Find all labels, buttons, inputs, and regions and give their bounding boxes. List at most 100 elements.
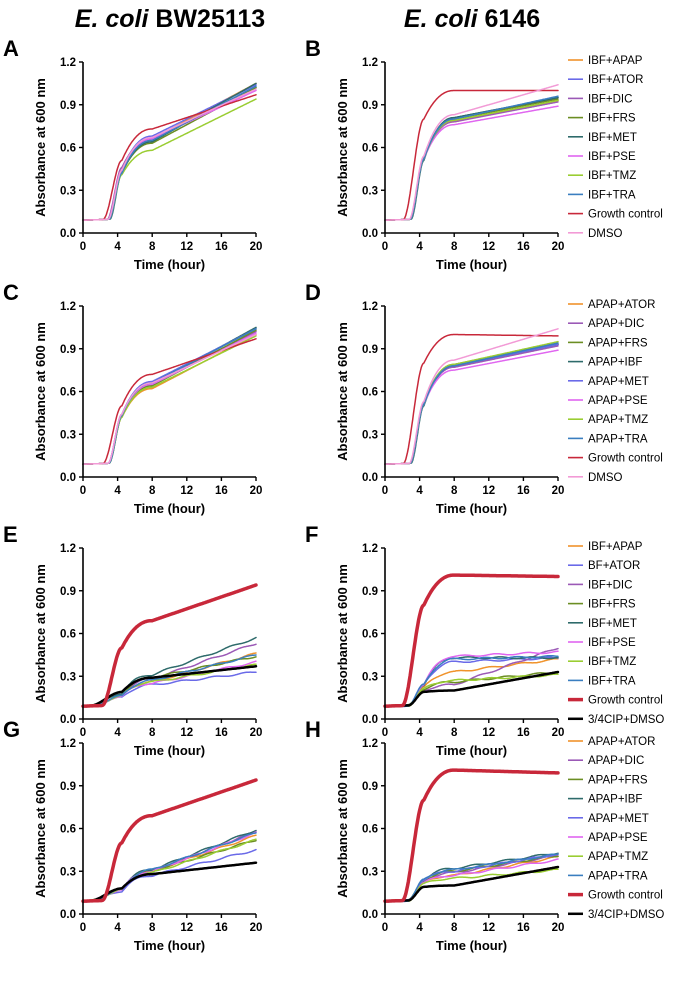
panel-letter-e: E [3,522,18,547]
y-axis-label: Absorbance at 600 nm [335,78,350,217]
panel-letter-d: D [305,280,321,305]
legend-item-ibf-met: IBF+MET [568,132,637,144]
x-axis-label: Time (hour) [436,743,507,758]
series-line-growth-control [82,94,257,221]
series-lines [383,768,560,903]
panel-f: F 0.0 0.3 0.6 0.9 1.2 0 4 8 12 16 20 Time (hour) Abso… [305,522,664,758]
x-axis-label: Time (hour) [134,257,205,272]
legend-label: IBF+ATOR [588,74,644,86]
x-tick-label: 16 [517,485,530,497]
legend-label: 3/4CIP+DMSO [588,909,664,921]
x-tick-label: 4 [416,485,423,497]
y-tick-label: 0.9 [60,100,76,112]
series-line-apap-ator [82,333,257,465]
panel-b: B 0.0 0.3 0.6 0.9 1.2 0 4 8 12 16 20 Time (hour) Abso… [305,36,663,272]
y-tick-label: 0.6 [60,387,76,399]
x-tick-label: 20 [250,922,263,934]
legend-item-dmso: DMSO [568,472,623,484]
x-tick-label: 12 [180,727,193,739]
x-tick-label: 20 [552,727,565,739]
series-line-3-4cip-dmso [383,865,560,903]
y-axis-label: Absorbance at 600 nm [335,759,350,898]
y-tick-label: 0.9 [60,781,76,793]
legend-item-growth-control: Growth control [568,209,663,221]
legend-label: APAP+MET [588,376,649,388]
legend-item-apap-frs: APAP+FRS [568,337,648,349]
legend-item-ibf-tmz: IBF+TMZ [568,170,636,182]
y-axis-label: Absorbance at 600 nm [33,322,48,461]
legend-item-apap-dic: APAP+DIC [568,318,644,330]
legend-item-ibf-dic: IBF+DIC [568,579,632,591]
legend-item-ibf-pse: IBF+PSE [568,151,636,163]
legend-item-growth-control: Growth control [568,453,663,465]
y-tick-label: 0.0 [60,228,76,240]
x-tick-label: 12 [482,922,495,934]
y-tick-label: 0.6 [60,824,76,836]
legend-label: Growth control [588,695,663,707]
panel-letter-a: A [3,36,19,61]
x-tick-label: 0 [382,241,388,253]
series-line-ibf-pse [82,89,257,221]
column-title-right: E. coli 6146 [404,5,540,33]
series-lines [81,583,258,708]
legend-label: Growth control [588,453,663,465]
legend-item-ibf-apap: IBF+APAP [568,541,643,553]
panel-letter-b: B [305,36,321,61]
y-tick-label: 0.0 [60,472,76,484]
y-tick-label: 0.6 [60,143,76,155]
x-tick-label: 20 [250,485,263,497]
series-line-dmso [82,88,257,221]
series-line-apap-pse [384,349,559,465]
legend-item-ibf-met: IBF+MET [568,618,637,630]
series-line-growth-control [383,768,560,903]
x-axis-label: Time (hour) [134,938,205,953]
series-line-apap-pse [82,332,257,465]
legend-item-apap-dic: APAP+DIC [568,755,644,767]
y-tick-label: 0.6 [362,824,378,836]
legend-item-ibf-tmz: IBF+TMZ [568,656,636,668]
x-tick-label: 0 [80,922,86,934]
y-tick-label: 0.6 [362,143,378,155]
panel-g: G 0.0 0.3 0.6 0.9 1.2 0 4 8 12 16 20 Time (hour) Abso… [3,717,262,953]
x-tick-label: 4 [114,727,121,739]
x-tick-label: 4 [416,241,423,253]
series-line-3-4cip-dmso [81,665,258,708]
x-tick-label: 4 [114,485,121,497]
x-tick-label: 16 [215,922,228,934]
legend-item-ibf-frs: IBF+FRS [568,113,636,125]
series-lines [81,778,258,903]
x-tick-label: 8 [451,485,458,497]
x-tick-label: 12 [180,922,193,934]
series-line-ibf-tra [384,654,559,708]
series-line-dmso [384,84,559,221]
panel-a: A 0.0 0.3 0.6 0.9 1.2 0 4 8 12 16 20 Time (hour) Abso… [3,36,262,272]
column-title-left: E. coli BW25113 [75,5,265,33]
y-tick-label: 0.0 [362,909,378,921]
series-line-apap-tmz [82,335,257,465]
y-tick-label: 1.2 [60,543,76,555]
y-tick-label: 1.2 [362,738,378,750]
series-lines [82,82,257,221]
x-tick-label: 16 [215,727,228,739]
legend-label: IBF+TMZ [588,170,636,182]
y-tick-label: 1.2 [60,301,76,313]
series-line-ibf-pse [384,105,559,221]
x-tick-label: 4 [416,922,423,934]
x-tick-label: 0 [382,485,388,497]
series-lines [383,573,560,708]
x-tick-label: 12 [482,727,495,739]
y-tick-label: 0.6 [362,629,378,641]
x-tick-label: 4 [114,922,121,934]
legend-label: IBF+APAP [588,541,643,553]
y-tick-label: 1.2 [362,301,378,313]
y-tick-label: 0.6 [362,387,378,399]
legend-item-ibf-ator: IBF+ATOR [568,74,644,86]
y-axis-label: Absorbance at 600 nm [33,78,48,217]
series-line-dmso [82,333,257,465]
x-tick-label: 16 [517,727,530,739]
x-tick-label: 12 [180,241,193,253]
legend-label: IBF+TRA [588,189,636,201]
series-line-ibf-frs [82,86,257,221]
series-line-ibf-tra [384,95,559,221]
